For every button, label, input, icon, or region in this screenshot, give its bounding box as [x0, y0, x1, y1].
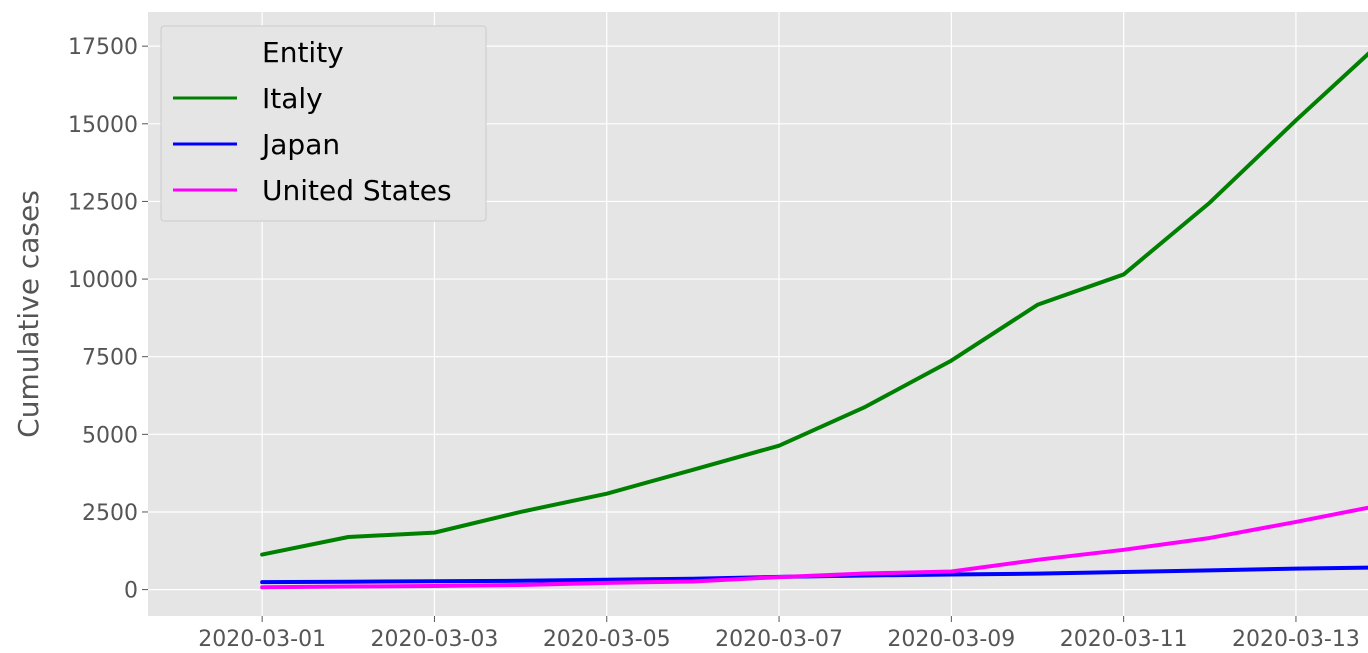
x-tick-label: 2020-03-05 [543, 627, 671, 652]
y-tick-label: 17500 [68, 35, 138, 60]
y-tick-label: 2500 [82, 501, 138, 526]
x-tick-label: 2020-03-03 [371, 627, 499, 652]
series-line-united-states [260, 505, 1368, 590]
y-axis-ticks: 0 2500 5000 7500 10000 12500 15000 17500 [68, 35, 148, 604]
y-tick-label: 5000 [82, 423, 138, 448]
series-lines [260, 51, 1368, 590]
legend-entry: Italy [262, 82, 323, 115]
legend-box [160, 25, 487, 222]
series-line-italy [260, 51, 1368, 557]
x-tick-label: 2020-03-09 [887, 627, 1015, 652]
y-tick-label: 10000 [68, 268, 138, 293]
x-axis-ticks: 2020-03-01 2020-03-03 2020-03-05 2020-03-07… [198, 616, 1360, 652]
x-tick-label: 2020-03-01 [198, 627, 326, 652]
y-tick-label: 12500 [68, 190, 138, 215]
legend-entry: United States [262, 174, 452, 207]
x-tick-label: 2020-03-07 [715, 627, 843, 652]
legend: Entity Italy Japan United States [160, 25, 487, 222]
legend-entry: Japan [260, 128, 340, 161]
x-tick-label: 2020-03-11 [1060, 627, 1188, 652]
y-tick-label: 15000 [68, 113, 138, 138]
y-axis-label: Cumulative cases [12, 190, 45, 438]
legend-title: Entity [262, 36, 344, 69]
y-tick-label: 0 [124, 579, 138, 604]
y-tick-label: 7500 [82, 346, 138, 371]
x-tick-label: 2020-03-13 [1232, 627, 1360, 652]
